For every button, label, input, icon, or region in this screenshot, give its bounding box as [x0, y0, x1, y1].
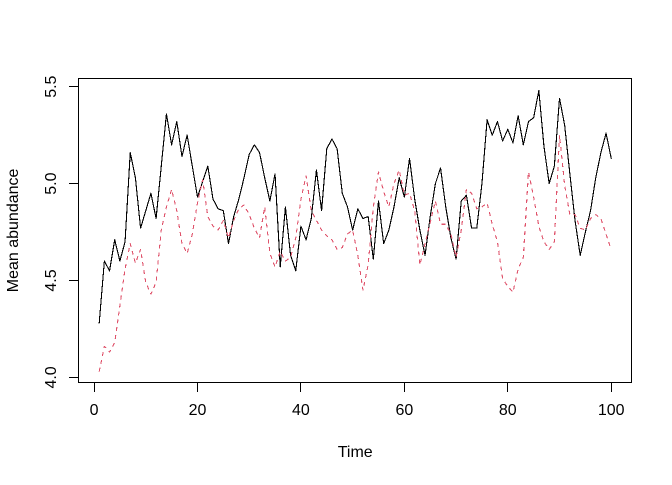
- svg-text:100: 100: [598, 402, 625, 419]
- svg-text:5.5: 5.5: [43, 75, 60, 97]
- svg-text:60: 60: [395, 402, 413, 419]
- svg-text:5.0: 5.0: [43, 172, 60, 194]
- svg-text:40: 40: [292, 402, 310, 419]
- svg-text:4.5: 4.5: [43, 269, 60, 291]
- svg-text:0: 0: [90, 402, 99, 419]
- svg-text:Time: Time: [338, 444, 373, 461]
- svg-text:80: 80: [499, 402, 517, 419]
- svg-text:4.0: 4.0: [43, 366, 60, 388]
- svg-text:Mean abundance: Mean abundance: [5, 168, 22, 292]
- svg-text:20: 20: [189, 402, 207, 419]
